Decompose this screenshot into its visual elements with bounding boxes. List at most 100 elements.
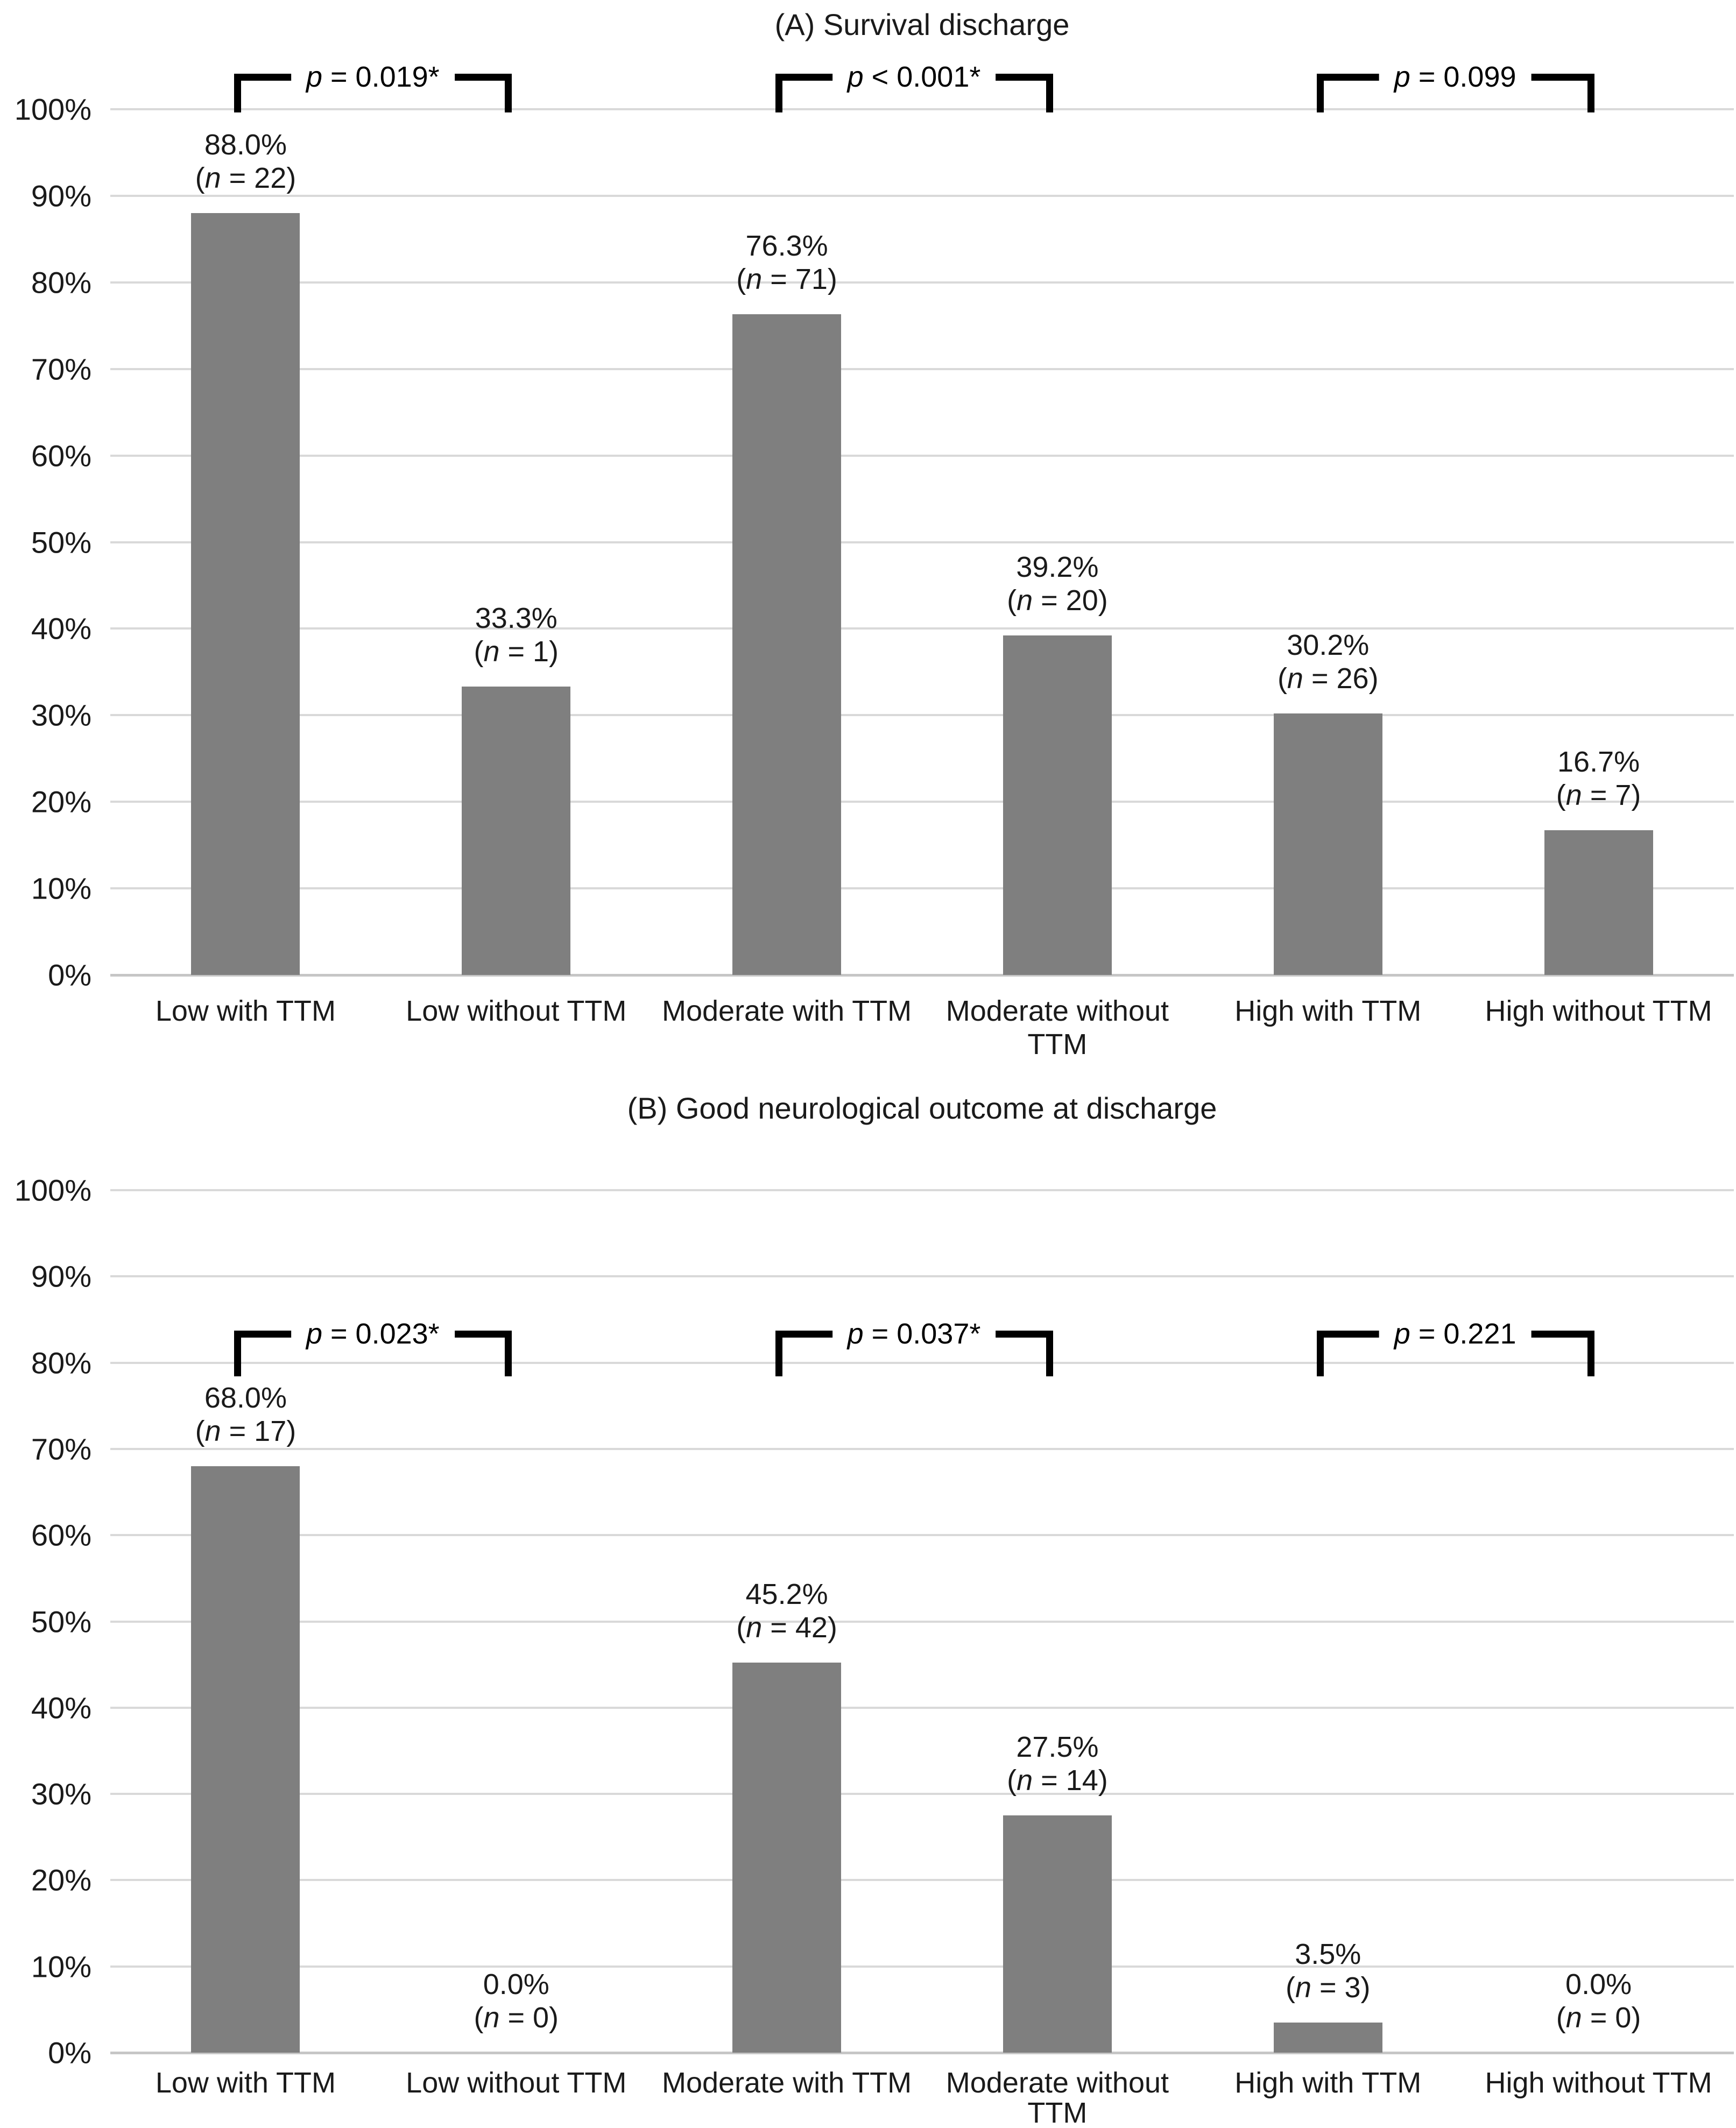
italic-symbol: n <box>1017 1764 1033 1797</box>
significance-bracket-left-tick <box>1316 1331 1324 1376</box>
y-axis-tick-label: 60% <box>31 439 91 473</box>
p-value-label: p = 0.019* <box>291 60 455 94</box>
bar-percent-label: 76.3% <box>745 230 828 263</box>
italic-symbol: p <box>847 1318 864 1350</box>
bar-data-label: 3.5% (n = 3) <box>1188 1938 1468 2004</box>
x-axis-category-label: High without TTM <box>1459 994 1736 1028</box>
bar-data-label: 30.2% (n = 26) <box>1188 628 1468 695</box>
italic-symbol: n <box>483 635 500 668</box>
gridline <box>110 1447 1734 1450</box>
y-axis-tick-label: 10% <box>31 871 91 906</box>
p-value-label: p = 0.023* <box>291 1317 455 1351</box>
p-value-label: p = 0.221 <box>1379 1317 1532 1351</box>
y-axis-tick-label: 70% <box>31 352 91 386</box>
y-axis-tick-label: 80% <box>31 1346 91 1380</box>
gridline <box>110 627 1734 630</box>
panel-a-title: (A) Survival discharge <box>774 8 1070 41</box>
x-axis-category-label-line: TTM <box>1027 1028 1088 1061</box>
y-axis-tick-label: 40% <box>31 1691 91 1725</box>
bar-percent-label: 27.5% <box>1016 1731 1099 1764</box>
bar-n-label: (n = 42) <box>736 1611 837 1644</box>
gridline <box>110 367 1734 370</box>
x-axis-category-label-line: Moderate with TTM <box>662 995 912 1027</box>
italic-symbol: n <box>1565 779 1582 812</box>
x-axis-category-label-line: Low without TTM <box>406 995 627 1027</box>
italic-symbol: n <box>1017 584 1033 617</box>
x-axis-category-label-line: High with TTM <box>1234 995 1422 1027</box>
gridline <box>110 281 1734 284</box>
gridline <box>110 1706 1734 1709</box>
y-axis-tick-label: 30% <box>31 698 91 732</box>
significance-bracket-left-tick <box>234 74 242 112</box>
bar-n-label: (n = 17) <box>195 1415 297 1447</box>
italic-symbol: n <box>204 1415 221 1447</box>
x-axis-category-label-line: High without TTM <box>1485 995 1712 1027</box>
gridline <box>110 1620 1734 1623</box>
p-value-label: p = 0.037* <box>832 1317 996 1351</box>
bar-n-label: (n = 26) <box>1277 662 1379 695</box>
bar <box>462 687 571 975</box>
bar-percent-label: 68.0% <box>204 1381 287 1414</box>
x-axis-category-label-line: Moderate without <box>945 2067 1169 2099</box>
bar-percent-label: 33.3% <box>475 602 558 635</box>
significance-bracket-left-tick <box>775 1331 783 1376</box>
y-axis-tick-label: 70% <box>31 1432 91 1466</box>
x-axis-category-label: High without TTM <box>1459 2068 1736 2098</box>
gridline <box>110 887 1734 890</box>
bar-data-label: 0.0% (n = 0) <box>1459 1968 1736 2034</box>
x-axis-line <box>110 2052 1734 2054</box>
significance-bracket-right-tick <box>1587 1331 1594 1376</box>
y-axis-tick-label: 50% <box>31 525 91 559</box>
gridline <box>110 714 1734 717</box>
italic-symbol: n <box>746 1611 763 1644</box>
bar <box>191 213 300 975</box>
y-axis-tick-label: 10% <box>31 1949 91 1984</box>
bar <box>732 314 842 975</box>
x-axis-category-label-line: High without TTM <box>1485 2067 1712 2099</box>
y-axis-tick-label: 80% <box>31 265 91 300</box>
y-axis-tick-label: 100% <box>14 1173 91 1207</box>
y-axis-tick-label: 30% <box>31 1777 91 1811</box>
bar-data-label: 68.0% (n = 17) <box>105 1381 385 1448</box>
italic-symbol: n <box>483 2002 500 2034</box>
bar-n-label: (n = 71) <box>736 263 837 296</box>
bar-n-label: (n = 0) <box>474 2002 559 2034</box>
bar-percent-label: 3.5% <box>1295 1938 1361 1970</box>
significance-bracket-left-tick <box>775 74 783 112</box>
bar-n-label: (n = 3) <box>1285 1971 1371 2004</box>
gridline <box>110 1534 1734 1537</box>
gridline <box>110 801 1734 803</box>
italic-symbol: n <box>746 263 763 296</box>
bar-data-label: 27.5% (n = 14) <box>918 1730 1197 1797</box>
significance-bracket-right-tick <box>1046 74 1053 112</box>
y-axis-tick-label: 20% <box>31 1863 91 1897</box>
gridline <box>110 1793 1734 1795</box>
significance-bracket-left-tick <box>234 1331 242 1376</box>
bar-percent-label: 0.0% <box>1565 1968 1632 2000</box>
gridline <box>110 454 1734 457</box>
significance-bracket-right-tick <box>1046 1331 1053 1376</box>
bar-data-label: 0.0% (n = 0) <box>376 1968 656 2034</box>
y-axis-tick-label: 20% <box>31 784 91 819</box>
x-axis-category-label-line: Low with TTM <box>155 2067 336 2099</box>
bar-n-label: (n = 22) <box>195 162 297 195</box>
x-axis-category-label: High with TTM <box>1188 2068 1468 2098</box>
bar <box>1544 830 1653 975</box>
x-axis-category-label-line: Moderate with TTM <box>662 2067 912 2099</box>
gridline <box>110 1361 1734 1364</box>
bar-data-label: 39.2% (n = 20) <box>918 550 1197 617</box>
x-axis-category-label: Moderate without TTM <box>918 2068 1197 2128</box>
y-axis-tick-label: 90% <box>31 179 91 213</box>
bar-percent-label: 39.2% <box>1016 551 1099 584</box>
x-axis-category-label-line: Low without TTM <box>406 2067 627 2099</box>
gridline <box>110 1965 1734 1968</box>
italic-symbol: n <box>204 162 221 195</box>
y-axis-tick-label: 0% <box>48 2035 91 2070</box>
x-axis-category-label-line: Low with TTM <box>155 995 336 1027</box>
bar <box>1003 1815 1112 2053</box>
significance-bracket-left-tick <box>1316 74 1324 112</box>
bar-n-label: (n = 0) <box>1556 2002 1641 2034</box>
italic-symbol: p <box>1394 1318 1410 1350</box>
bar-percent-label: 45.2% <box>745 1578 828 1611</box>
